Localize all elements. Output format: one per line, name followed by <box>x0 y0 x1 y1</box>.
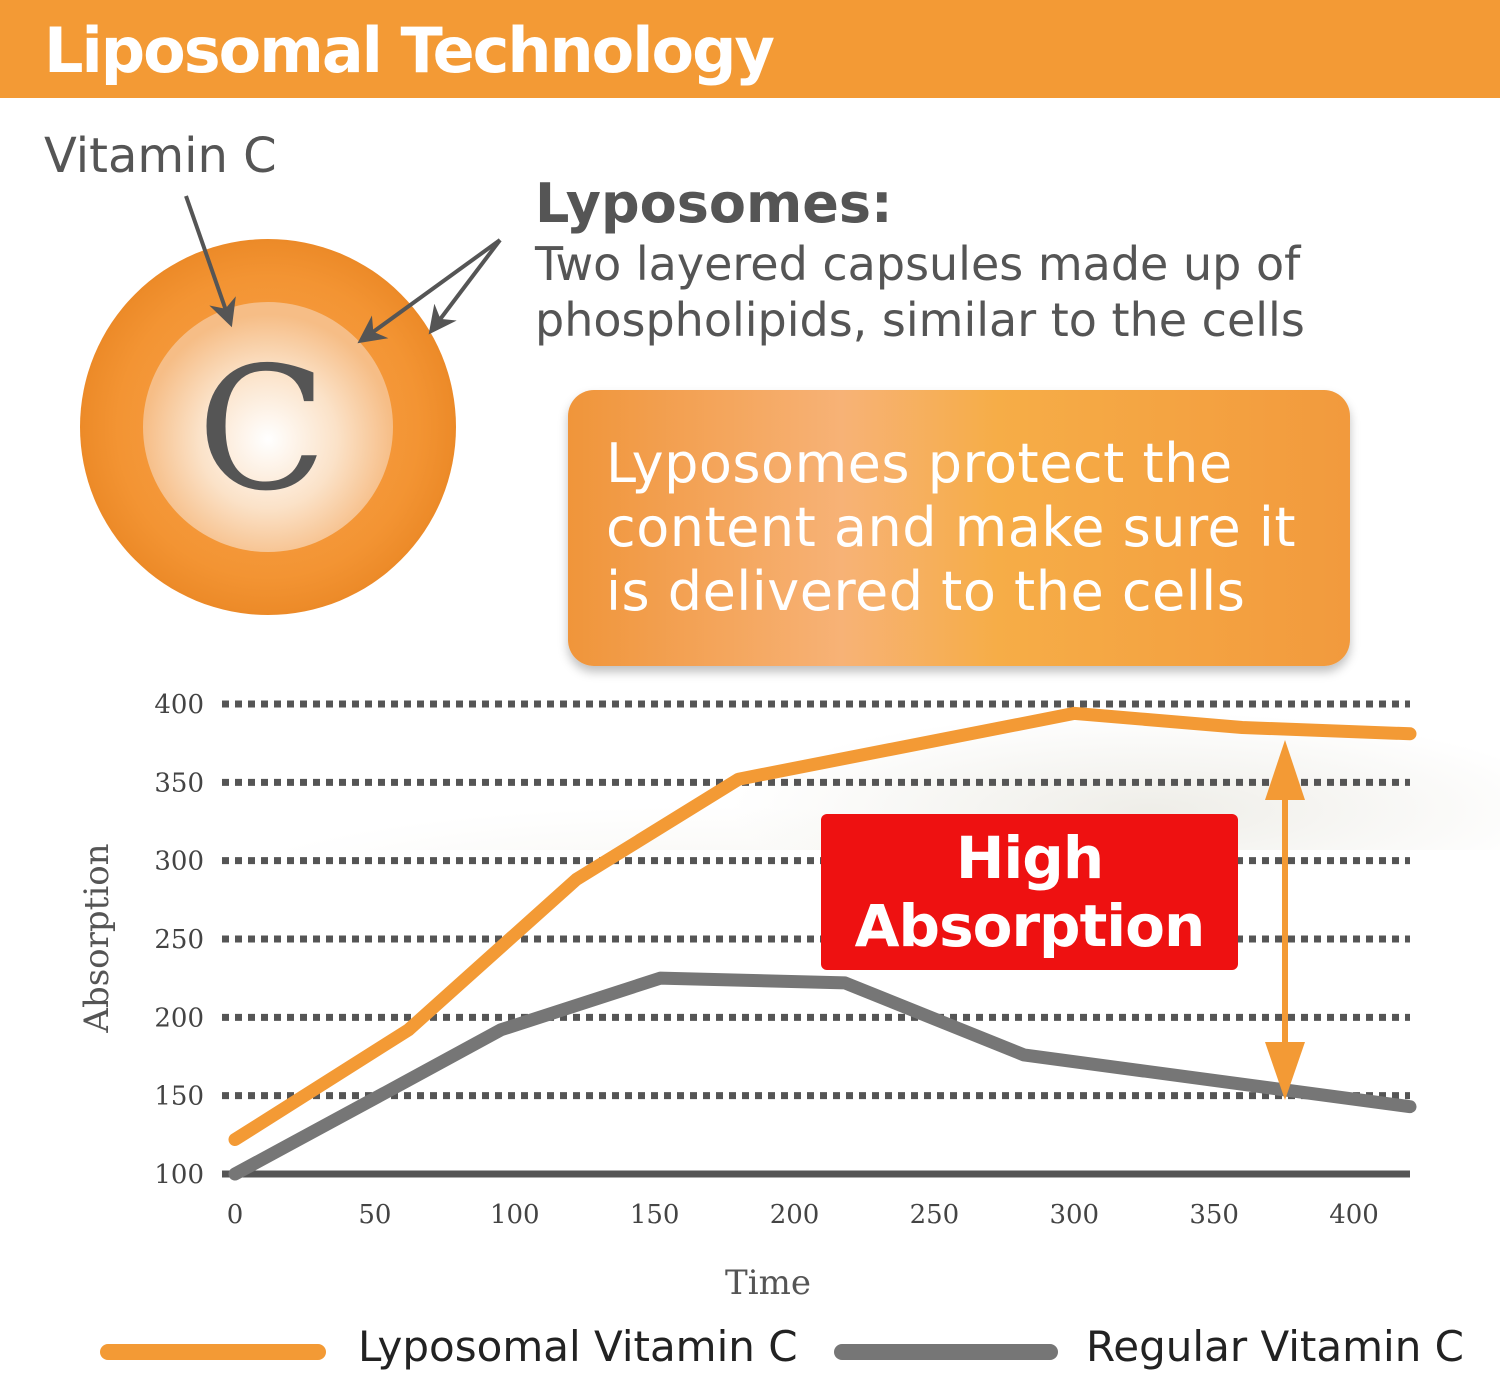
x-tick-label: 150 <box>630 1200 680 1230</box>
y-tick-label: 350 <box>154 768 204 798</box>
high-absorption-badge: High Absorption <box>821 814 1238 970</box>
series-lines <box>228 706 1417 1181</box>
y-tick-label: 200 <box>154 1003 204 1033</box>
tick-labels: 100 150 200 250 300 350 400 0 50 100 150 200 250 300 3… <box>154 690 1379 1230</box>
vitamin-c-label: Vitamin C <box>44 128 277 184</box>
x-tick-label: 200 <box>770 1200 820 1230</box>
x-tick-label: 300 <box>1049 1200 1099 1230</box>
legend-label-regular: Regular Vitamin C <box>1086 1322 1464 1371</box>
liposome-diagram: C <box>80 195 502 615</box>
x-tick-label: 100 <box>490 1200 540 1230</box>
series-line-regular-vitamin-c <box>228 971 1417 1181</box>
x-tick-label: 400 <box>1329 1200 1379 1230</box>
y-tick-label: 300 <box>154 847 204 877</box>
x-tick-label: 0 <box>227 1200 244 1230</box>
y-tick-label: 150 <box>154 1082 204 1112</box>
callout-box: Lyposomes protect the content and make s… <box>568 390 1350 666</box>
inner-core <box>143 302 393 552</box>
badge-text: High Absorption <box>821 824 1238 960</box>
core-letter: C <box>197 331 327 529</box>
arrow-outer-layer <box>428 238 502 335</box>
x-tick-label: 350 <box>1189 1200 1239 1230</box>
x-axis-title: Time <box>725 1263 811 1303</box>
arrow-inner-layer <box>357 238 502 344</box>
lyposomes-description: Two layered capsules made up of phosphol… <box>535 237 1305 347</box>
series-line-lyposomal-vitamin-c <box>228 706 1417 1147</box>
difference-arrow <box>1265 740 1305 1100</box>
arrow-vitamin-c <box>184 195 236 328</box>
badge-line-2: Absorption <box>854 892 1206 960</box>
badge-line-1: High <box>955 824 1104 892</box>
y-tick-label: 400 <box>154 690 204 720</box>
page-title: Liposomal Technology <box>44 14 775 87</box>
y-tick-label: 100 <box>154 1160 204 1190</box>
x-tick-label: 250 <box>910 1200 960 1230</box>
y-axis-title: Absorption <box>77 843 117 1033</box>
y-tick-label: 250 <box>154 925 204 955</box>
callout-text: Lyposomes protect the content and make s… <box>606 432 1297 623</box>
x-tick-label: 50 <box>358 1200 391 1230</box>
lyposomes-title: Lyposomes: <box>535 172 893 235</box>
legend-label-lyposomal: Lyposomal Vitamin C <box>358 1322 798 1371</box>
header-bar: Liposomal Technology <box>0 0 1500 98</box>
